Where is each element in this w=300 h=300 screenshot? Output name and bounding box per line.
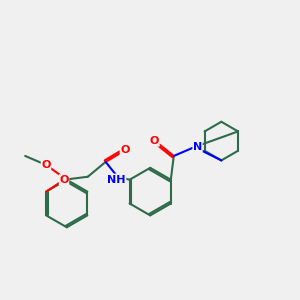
Text: N: N xyxy=(193,142,202,152)
Text: O: O xyxy=(41,160,51,170)
Text: O: O xyxy=(150,136,159,146)
Text: NH: NH xyxy=(107,175,125,185)
Text: O: O xyxy=(59,175,69,185)
Text: O: O xyxy=(120,145,130,155)
